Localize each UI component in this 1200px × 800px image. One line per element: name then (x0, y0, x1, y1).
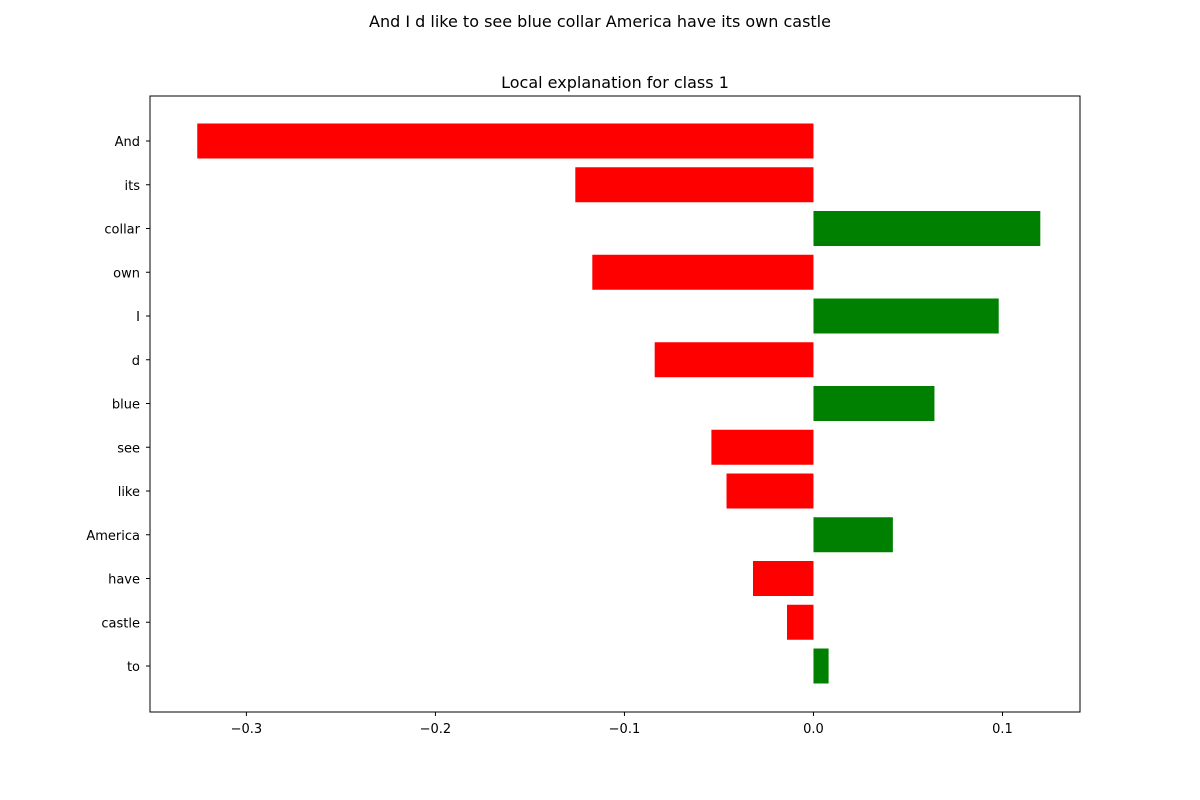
bar-america (813, 517, 893, 553)
y-tick-label: I (136, 310, 140, 325)
y-tick-label: castle (101, 616, 140, 631)
y-tick-label: And (115, 135, 140, 150)
y-tick-label: its (125, 179, 141, 194)
y-tick-label: d (132, 354, 140, 369)
x-tick-label: −0.2 (420, 722, 452, 737)
y-tick-label: see (117, 441, 140, 456)
x-tick-label: 0.0 (803, 722, 824, 737)
y-tick-label: to (127, 660, 140, 675)
x-tick-label: 0.1 (992, 722, 1013, 737)
bar-have (752, 561, 814, 596)
bar-castle (787, 604, 814, 640)
bar-collar (813, 211, 1041, 246)
figure-suptitle: And I d like to see blue collar America … (369, 12, 831, 31)
bar-its (575, 167, 814, 203)
x-tick-label: −0.3 (231, 722, 263, 737)
bar-d (654, 342, 814, 378)
y-tick-label: blue (112, 398, 140, 413)
y-tick-label: collar (104, 223, 140, 238)
y-tick-label: have (108, 573, 140, 588)
bar-see (711, 429, 814, 465)
plot-frame (149, 95, 1081, 713)
y-tick-label: own (113, 266, 140, 281)
bar-and (197, 123, 814, 159)
bar-like (726, 473, 814, 509)
x-tick-label: −0.1 (609, 722, 641, 737)
y-axis-ticks: And its collar own Id blue see like America have c… (86, 135, 150, 675)
bar-own (592, 254, 814, 290)
bar-i (813, 298, 999, 334)
y-tick-label: America (86, 529, 140, 544)
bar-blue (813, 386, 935, 421)
y-tick-label: like (118, 485, 140, 500)
x-axis-ticks: −0.3 −0.2 −0.1 0.0 0.1 (231, 712, 1013, 737)
bar-to (813, 648, 829, 684)
chart-title: Local explanation for class 1 (501, 73, 729, 92)
bars-layer (197, 123, 1041, 684)
